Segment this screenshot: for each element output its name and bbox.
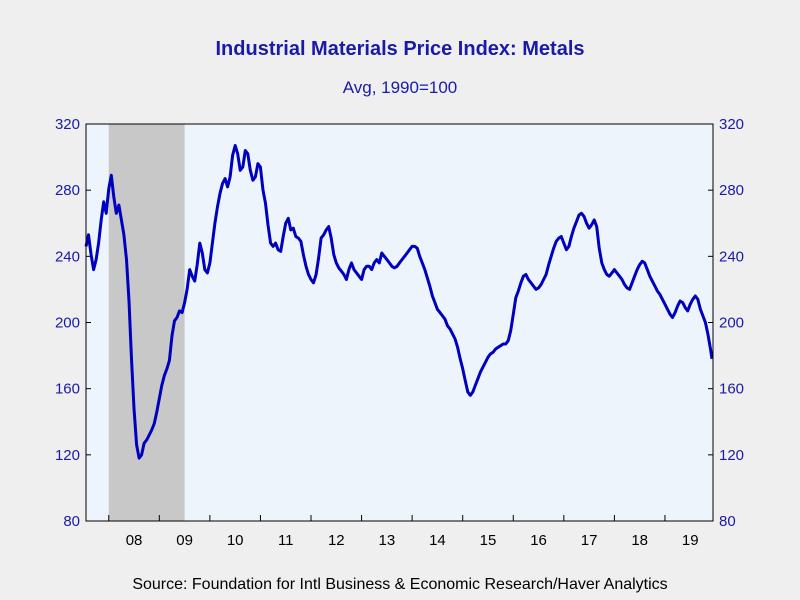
y-tick-label-right: 320 [719, 116, 744, 133]
x-tick-label: 11 [278, 532, 294, 549]
y-tick-label-left: 200 [55, 315, 80, 332]
y-tick-label-left: 240 [55, 248, 80, 265]
y-tick-label-right: 240 [719, 248, 744, 265]
source-note: Source: Foundation for Intl Business & E… [132, 576, 668, 593]
x-tick-label: 09 [176, 532, 193, 549]
x-tick-label: 14 [429, 532, 446, 549]
y-tick-label-right: 200 [719, 315, 744, 332]
plot-background [86, 124, 713, 521]
y-tick-label-left: 120 [55, 447, 80, 464]
y-tick-label-left: 320 [55, 116, 80, 133]
x-tick-label: 10 [227, 532, 244, 549]
y-tick-label-right: 80 [719, 513, 736, 530]
x-tick-label: 16 [530, 532, 547, 549]
y-tick-label-right: 280 [719, 182, 744, 199]
chart-title: Industrial Materials Price Index: Metals [215, 38, 585, 60]
x-tick-label: 08 [126, 532, 143, 549]
right-axis-ticks: 80 120 160 200 240 280 320 [708, 116, 744, 530]
y-tick-label-left: 160 [55, 381, 80, 398]
x-tick-label: 12 [328, 532, 345, 549]
metals-price-line [84, 144, 714, 460]
y-tick-label-left: 80 [63, 513, 80, 530]
recession-shading [108, 124, 185, 521]
x-tick-label: 17 [581, 532, 598, 549]
y-tick-label-left: 280 [55, 182, 80, 199]
x-tick-label: 15 [480, 532, 497, 549]
x-tick-label: 13 [379, 532, 396, 549]
y-tick-label-right: 160 [719, 381, 744, 398]
x-tick-label: 18 [631, 532, 648, 549]
left-axis-ticks: 80 120 160 200 240 280 320 [55, 116, 91, 530]
y-tick-label-right: 120 [719, 447, 744, 464]
plot-frame [85, 123, 714, 522]
x-axis-ticks: 08 09 10 11 12 13 14 15 16 17 18 19 [108, 515, 699, 549]
x-tick-label: 19 [682, 532, 699, 549]
chart-subtitle: Avg, 1990=100 [342, 78, 458, 97]
